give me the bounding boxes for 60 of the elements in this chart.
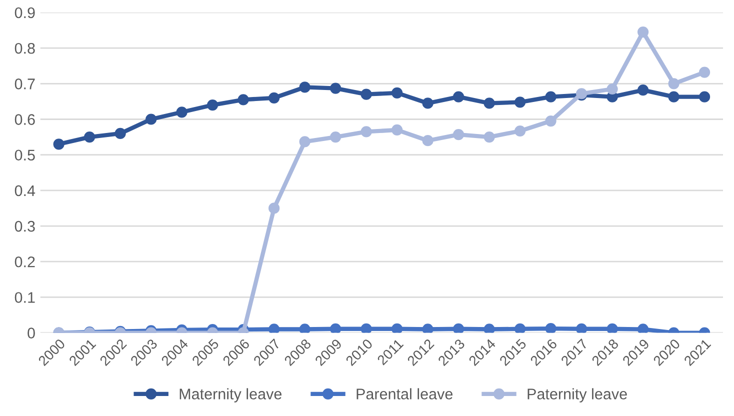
- point: [360, 126, 372, 138]
- point: [268, 324, 280, 333]
- point: [514, 96, 526, 108]
- legend-label: Maternity leave: [180, 388, 282, 402]
- point: [452, 323, 464, 333]
- point: [606, 323, 618, 333]
- point: [576, 323, 588, 333]
- point: [422, 135, 434, 146]
- point: [360, 323, 372, 333]
- point: [330, 131, 342, 143]
- point: [84, 131, 96, 143]
- point: [514, 125, 526, 137]
- point: [299, 136, 310, 148]
- point: [114, 128, 126, 140]
- y-tick-label: 0.2: [14, 256, 35, 268]
- point: [176, 106, 188, 118]
- point: [698, 91, 710, 102]
- point: [330, 323, 342, 333]
- y-tick-label: 0.6: [14, 114, 35, 125]
- y-tick-label: 0: [28, 328, 35, 338]
- point: [360, 88, 372, 100]
- point: [545, 322, 556, 333]
- y-tick-label: 0.8: [14, 42, 35, 54]
- y-tick-label: 0.9: [14, 7, 35, 18]
- point: [484, 98, 495, 109]
- point: [545, 91, 556, 102]
- point: [392, 124, 403, 136]
- y-tick-label: 0.7: [14, 78, 35, 90]
- y-tick-label: 0.4: [14, 185, 36, 196]
- legend-label: Parental leave: [356, 388, 452, 400]
- point: [330, 82, 342, 94]
- point: [238, 94, 249, 106]
- y-tick-label: 0.5: [14, 150, 35, 161]
- point: [268, 202, 280, 214]
- point: [668, 91, 680, 102]
- point: [299, 324, 310, 333]
- point: [514, 323, 526, 333]
- point: [422, 98, 434, 109]
- point: [637, 26, 649, 38]
- point: [637, 84, 649, 96]
- y-tick-label: 0.1: [14, 292, 35, 303]
- point: [545, 115, 556, 127]
- point: [668, 78, 680, 90]
- point: [207, 99, 218, 111]
- point: [268, 92, 280, 104]
- point: [484, 324, 495, 333]
- point: [452, 129, 464, 140]
- point: [606, 83, 618, 95]
- legend-label: Paternity leave: [528, 388, 627, 402]
- point: [146, 114, 157, 125]
- point: [698, 66, 710, 78]
- y-tick-label: 0.3: [14, 220, 35, 232]
- point: [637, 324, 649, 333]
- point: [299, 82, 310, 93]
- point: [452, 91, 464, 102]
- point: [53, 138, 64, 150]
- point: [392, 87, 403, 98]
- point: [484, 131, 495, 143]
- point: [392, 323, 403, 333]
- point: [422, 324, 434, 333]
